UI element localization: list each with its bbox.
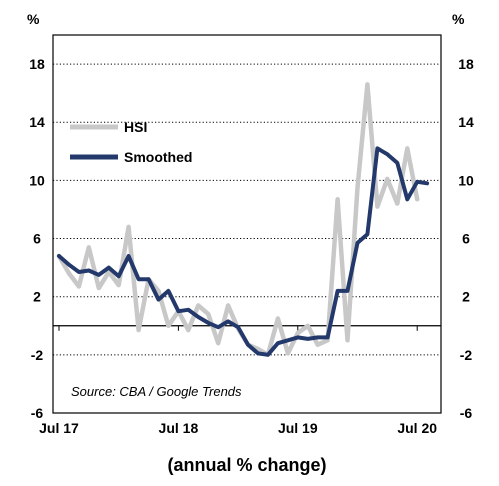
y-tick-label-right: 2 [462, 289, 470, 305]
plot-frame [52, 34, 442, 414]
y-tick-label-left: 10 [29, 172, 45, 188]
right-unit-label: % [452, 11, 465, 27]
y-tick-label-left: 2 [33, 289, 41, 305]
legend-label-smoothed: Smoothed [124, 149, 192, 165]
chart-caption: (annual % change) [167, 455, 326, 475]
y-tick-label-left: 6 [33, 231, 41, 247]
x-tick-label: Jul 17 [39, 420, 79, 436]
y-tick-labels-left: 18 14 10 6 2 -2 -6 [29, 56, 45, 421]
series-line-smoothed [57, 146, 430, 357]
x-tick-label: Jul 19 [278, 420, 318, 436]
y-tick-label-right: 6 [462, 231, 470, 247]
y-tick-label-right: 10 [458, 172, 474, 188]
y-tick-label-right: 14 [458, 114, 474, 130]
source-note: Source: CBA / Google Trends [71, 384, 242, 399]
legend: HSI Smoothed [70, 119, 192, 165]
x-tick-labels: Jul 17 Jul 18 Jul 19 Jul 20 [39, 420, 437, 436]
y-tick-labels-right: 18 14 10 6 2 -2 -6 [458, 56, 474, 421]
x-tick-label: Jul 18 [159, 420, 199, 436]
y-tick-label-left: -6 [31, 405, 44, 421]
y-tick-label-left: -2 [31, 347, 44, 363]
x-tick-label: Jul 20 [397, 420, 437, 436]
gridlines [53, 63, 441, 356]
y-tick-label-right: 18 [458, 56, 474, 72]
y-tick-label-left: 14 [29, 114, 45, 130]
left-unit-label: % [27, 11, 40, 27]
legend-label-hsi: HSI [124, 119, 147, 135]
x-tick-marks [58, 325, 418, 331]
y-tick-label-right: -6 [460, 405, 473, 421]
y-tick-label-right: -2 [460, 347, 473, 363]
y-tick-label-left: 18 [29, 56, 45, 72]
series-lines [56, 82, 430, 358]
